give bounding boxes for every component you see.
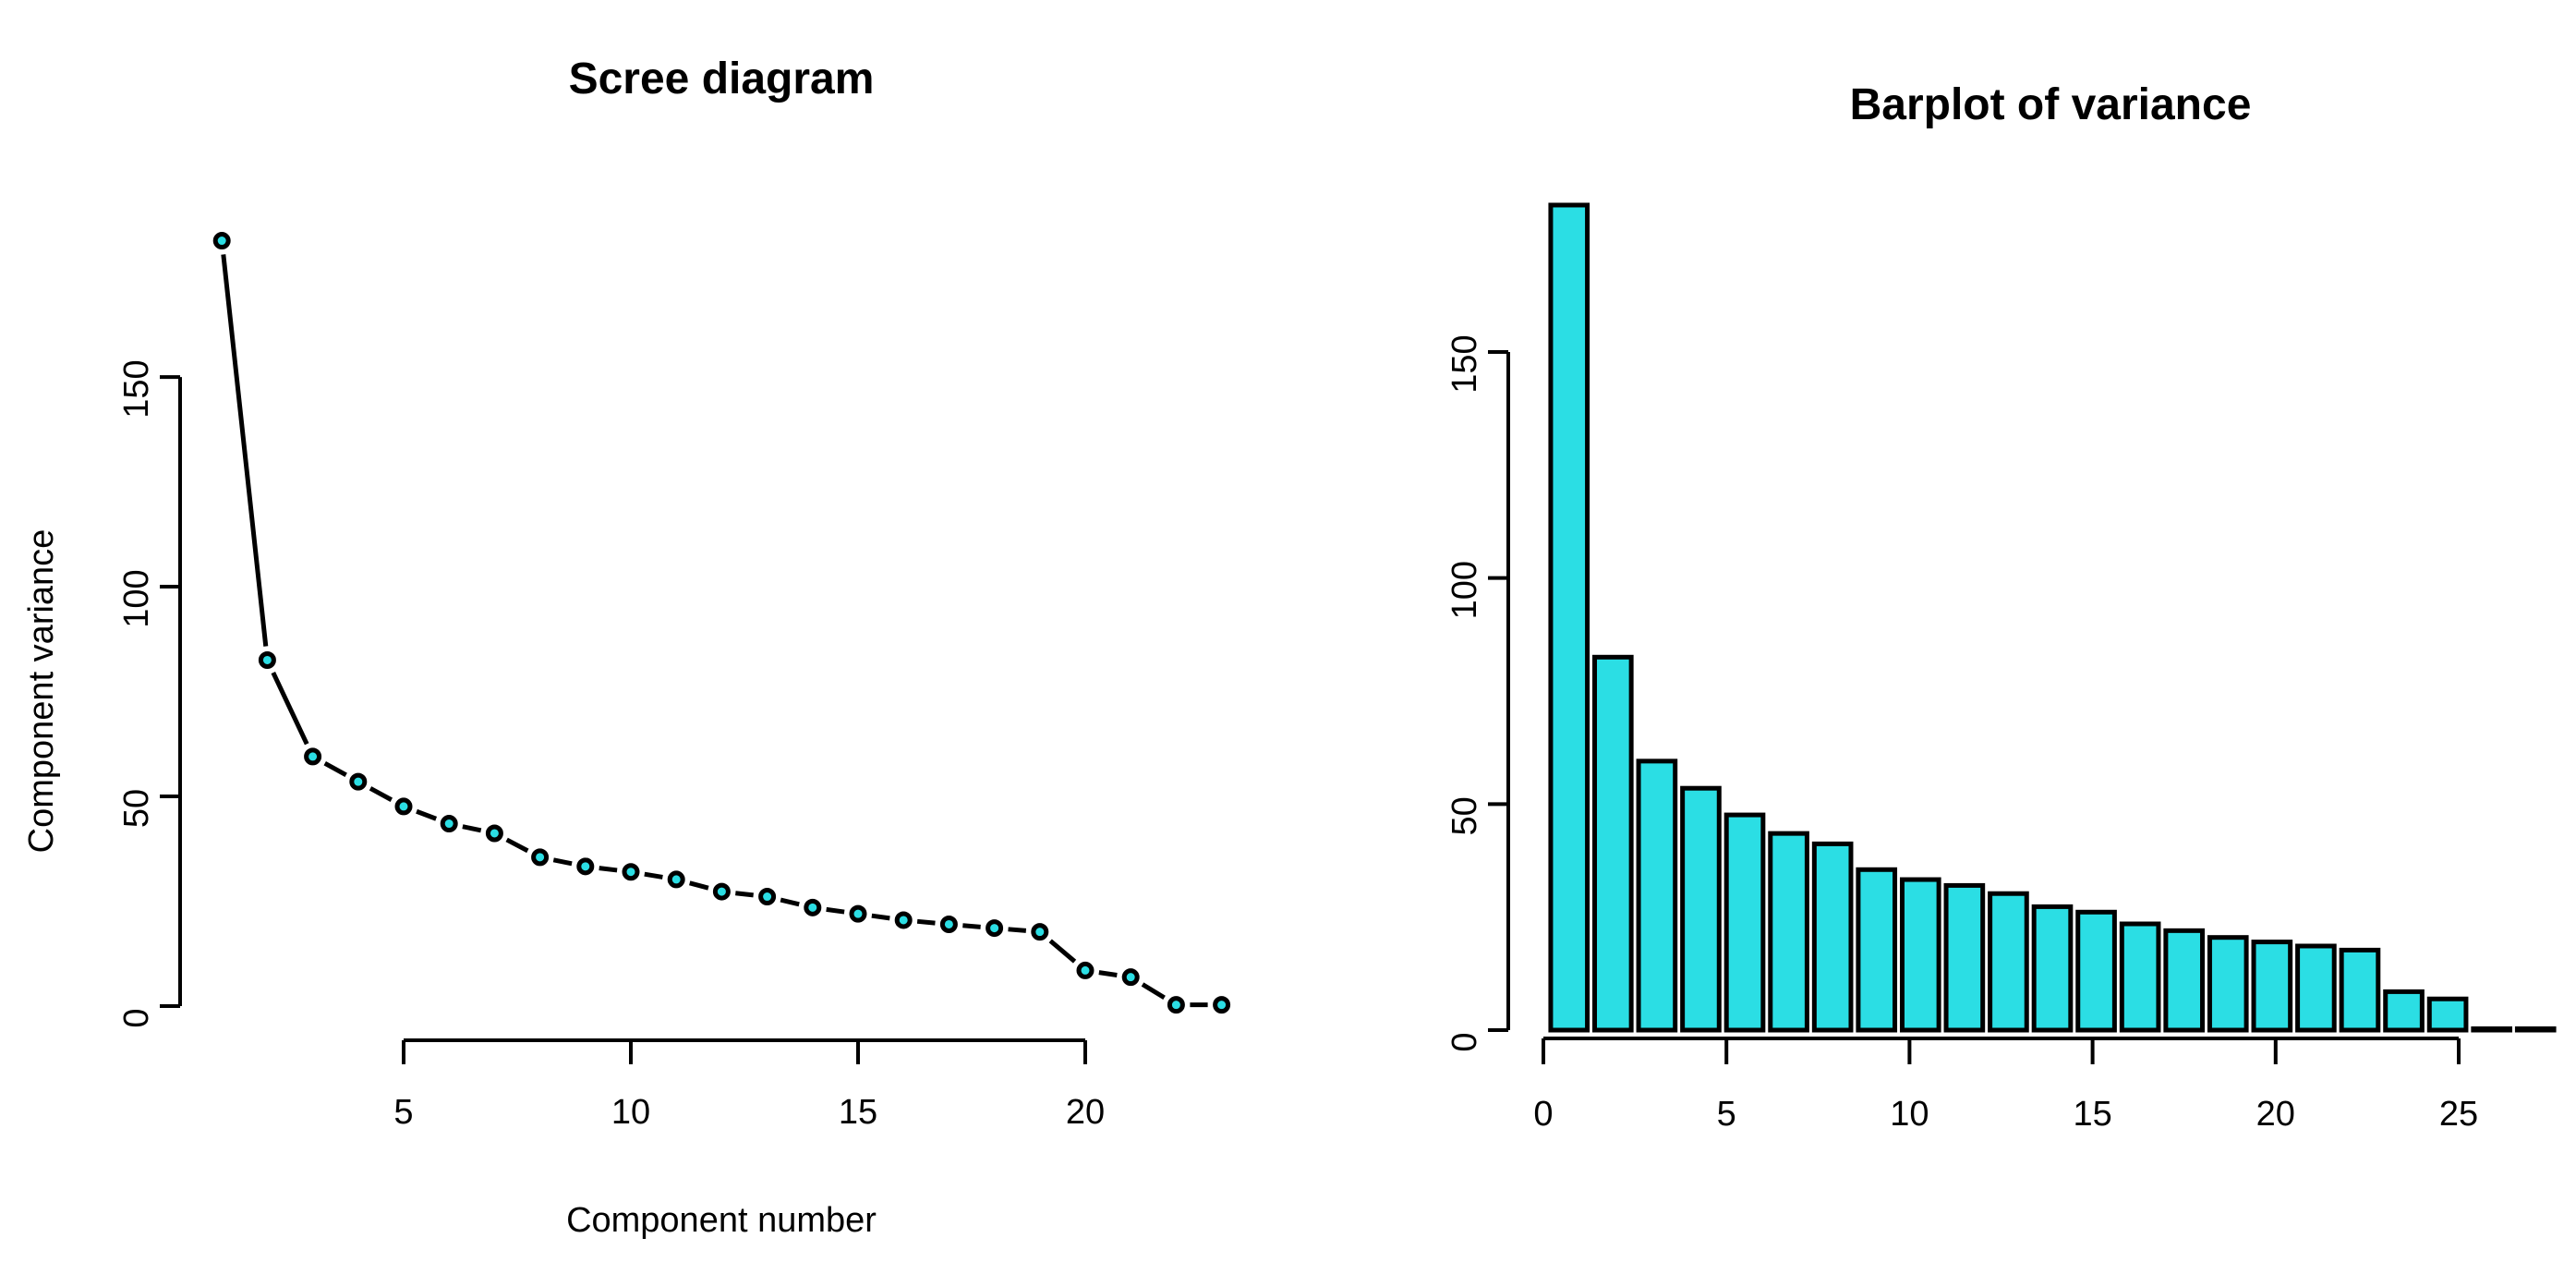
barplot-x-tick-label: 15 (2073, 1095, 2111, 1134)
scree-data-point (258, 650, 276, 669)
scree-line-segment (221, 254, 269, 647)
scree-line-segment (599, 866, 618, 873)
scree-x-tick-label: 15 (839, 1093, 877, 1132)
variance-bar (2383, 989, 2425, 1033)
scree-data-point (1213, 996, 1231, 1014)
barplot-x-tick-label: 0 (1533, 1095, 1553, 1134)
barplot-title: Barplot of variance (1850, 80, 2252, 129)
scree-line-segment (369, 786, 393, 802)
variance-bar (1723, 812, 1766, 1033)
barplot-x-tick-label: 20 (2256, 1095, 2295, 1134)
scree-y-axis-label: Component variance (22, 529, 61, 854)
scree-x-tick-label: 5 (393, 1093, 413, 1132)
scree-line-segment (416, 808, 438, 821)
scree-data-point (894, 911, 913, 929)
variance-bar (2031, 904, 2074, 1033)
variance-barplot: Barplot of variance 0 50 100 150 0 5 10 15 20 25 (1445, 80, 2557, 1134)
variance-bar (1988, 891, 2029, 1033)
scree-x-tick-label: 10 (611, 1093, 650, 1132)
variance-bar (1899, 877, 1941, 1033)
scree-line-segment (644, 871, 663, 880)
scree-data-point (758, 888, 777, 906)
scree-data-point (1076, 961, 1094, 979)
variance-bar (2426, 996, 2469, 1033)
variance-bar (2471, 1026, 2512, 1033)
scree-y-tick-label: 100 (117, 569, 156, 627)
scree-line-segment (462, 824, 482, 833)
scree-data-point (485, 824, 503, 843)
scree-line-segment (505, 837, 529, 854)
scree-y-tick-label: 150 (117, 359, 156, 418)
scree-data-point (804, 898, 822, 916)
scree-data-point (1121, 968, 1140, 987)
barplot-area: 0 50 100 150 0 5 10 15 20 25 (1445, 202, 2557, 1134)
scree-line-segment (1098, 970, 1118, 977)
variance-bar (2251, 940, 2293, 1033)
barplot-y-tick-label: 100 (1445, 561, 1484, 619)
variance-bar (2119, 921, 2161, 1033)
variance-bar (2207, 935, 2249, 1033)
scree-title: Scree diagram (569, 55, 875, 103)
scree-x-tick-label: 20 (1066, 1093, 1105, 1132)
scree-data-point (667, 870, 685, 889)
variance-bar (2295, 943, 2337, 1033)
variance-bar (1680, 785, 1722, 1033)
variance-bar (1856, 867, 1898, 1033)
scree-plot: Scree diagram Component variance Compone… (22, 55, 1231, 1240)
scree-line-segment (916, 918, 936, 926)
scree-data-point (849, 904, 867, 923)
variance-bar (2075, 909, 2117, 1033)
variance-bar (2163, 928, 2206, 1033)
scree-data-point (986, 919, 1004, 938)
barplot-y-tick-label: 150 (1445, 334, 1484, 393)
scree-data-point (349, 772, 368, 791)
scree-data-point (712, 882, 731, 901)
scree-data-point (440, 815, 458, 833)
scree-line-segment (1008, 927, 1027, 933)
variance-bar (1943, 882, 1986, 1033)
variance-bar (2339, 947, 2381, 1033)
scree-data-point (939, 915, 958, 933)
variance-bar (1548, 202, 1590, 1033)
scree-line-segment (323, 760, 347, 778)
scree-data-point (576, 857, 595, 876)
scree-data-point (1031, 923, 1049, 941)
scree-data-point (531, 848, 550, 867)
barplot-x-tick-label: 10 (1890, 1095, 1929, 1134)
scree-y-tick-label: 0 (117, 1008, 156, 1027)
variance-bar (2514, 1026, 2557, 1033)
scree-line-segment (552, 857, 573, 867)
barplot-y-tick-label: 50 (1445, 796, 1484, 835)
scree-data-point (1167, 996, 1185, 1014)
scree-line-segment (826, 906, 845, 915)
barplot-y-tick-label: 0 (1445, 1032, 1484, 1051)
scree-line-segment (962, 923, 981, 929)
scree-line-segment (780, 897, 800, 907)
variance-bar (1811, 841, 1854, 1033)
scree-line-segment (871, 913, 890, 921)
scree-line-segment (735, 891, 754, 898)
scree-line-segment (1141, 982, 1166, 1000)
barplot-x-tick-label: 5 (1717, 1095, 1736, 1134)
scree-data-point (394, 797, 413, 816)
scree-y-tick-label: 50 (117, 789, 156, 828)
scree-data-point (304, 747, 322, 766)
scree-plot-area: 0 50 100 150 5 10 15 20 (117, 232, 1231, 1132)
scree-line-segment (1048, 939, 1077, 964)
variance-bar (1591, 654, 1634, 1033)
scree-line-segment (689, 880, 709, 891)
scree-line-segment (271, 671, 309, 746)
variance-bar (1768, 831, 1809, 1033)
scree-data-point (622, 863, 640, 881)
variance-bar (1636, 758, 1678, 1033)
scree-data-point (212, 232, 231, 250)
barplot-x-tick-label: 25 (2439, 1095, 2478, 1134)
scree-x-axis-label: Component number (566, 1201, 877, 1240)
